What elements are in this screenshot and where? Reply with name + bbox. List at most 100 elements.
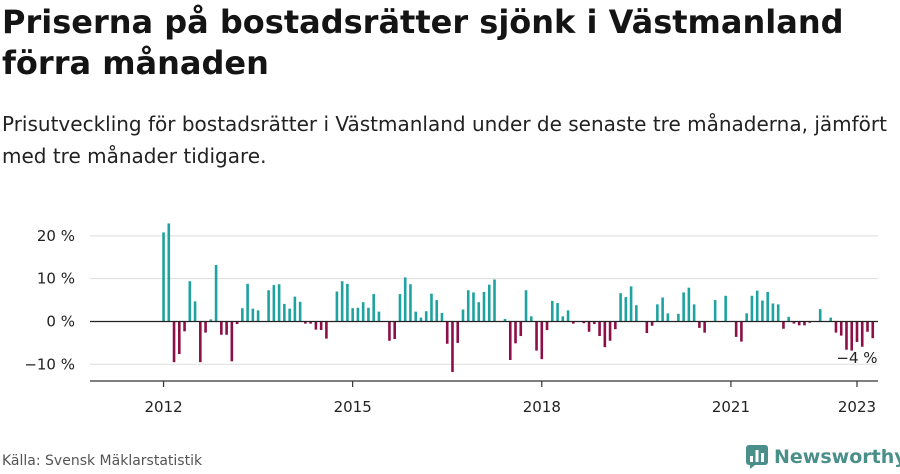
- bar: [466, 290, 470, 322]
- bar: [456, 321, 460, 343]
- bar: [724, 295, 727, 322]
- bar: [656, 304, 659, 322]
- bar-chart: 20 % 10 % 0 % −10 % 2012 2015 2018 2021 2023 −4 %: [24, 223, 878, 416]
- bar: [361, 302, 365, 322]
- bar: [251, 308, 255, 322]
- bar: [403, 277, 407, 322]
- bar: [614, 321, 617, 330]
- bar: [572, 321, 575, 324]
- bar: [209, 319, 213, 322]
- bar: [304, 321, 307, 324]
- bar: [619, 293, 622, 322]
- bar: [782, 321, 785, 329]
- bar: [309, 321, 312, 324]
- bar: [283, 303, 286, 322]
- bar: [745, 313, 748, 322]
- x-tick-label: 2015: [334, 398, 372, 416]
- bar: [850, 321, 854, 351]
- bar: [372, 294, 375, 322]
- bar: [834, 321, 838, 333]
- bar: [687, 287, 691, 322]
- bar: [172, 321, 176, 363]
- bar: [603, 321, 607, 348]
- bar: [629, 286, 633, 322]
- bar: [829, 317, 833, 322]
- bar: [776, 304, 780, 322]
- bar: [803, 321, 806, 326]
- bar: [860, 321, 864, 347]
- bar: [624, 297, 628, 322]
- bar: [188, 281, 192, 322]
- bar: [235, 321, 239, 325]
- bar: [593, 321, 596, 325]
- chart-subtitle: Prisutveckling för bostadsrätter i Västm…: [2, 112, 887, 168]
- bar: [246, 283, 249, 322]
- bar: [550, 300, 554, 322]
- bar: [519, 321, 523, 337]
- bars: [162, 223, 875, 373]
- grid-lines: [90, 235, 878, 365]
- bar: [871, 321, 875, 339]
- bar: [508, 321, 512, 361]
- bar: [566, 310, 570, 322]
- bar: [713, 300, 717, 322]
- bar: [277, 284, 281, 322]
- bar: [608, 321, 612, 341]
- bar: [661, 297, 664, 322]
- bar: [493, 279, 496, 322]
- bar: [755, 290, 759, 322]
- bar: [220, 321, 223, 335]
- bar: [482, 291, 486, 322]
- bar: [162, 232, 165, 322]
- source-text: Källa: Svensk Mäklarstatistik: [2, 453, 203, 469]
- bar: [230, 321, 234, 362]
- y-tick-label: −10 %: [24, 355, 75, 373]
- bar: [424, 311, 428, 322]
- bar: [351, 308, 354, 322]
- bar: [797, 321, 801, 326]
- bar: [377, 311, 381, 322]
- bar: [771, 303, 775, 322]
- bar: [635, 305, 638, 322]
- bar: [487, 284, 491, 322]
- bar: [556, 303, 559, 322]
- tick-labels: 20 % 10 % 0 % −10 % 2012 2015 2018 2021 2023 −4 %: [24, 227, 877, 416]
- bar: [178, 321, 181, 355]
- bar: [766, 291, 769, 322]
- bar: [535, 321, 538, 351]
- bar: [740, 321, 743, 342]
- bar: [430, 293, 433, 322]
- bar: [225, 321, 228, 335]
- bar: [698, 321, 701, 328]
- chart-title: Priserna på bostadsrätter sjönk i Västma…: [2, 3, 844, 82]
- bar: [267, 290, 270, 322]
- bar: [524, 290, 528, 322]
- bar: [435, 300, 439, 322]
- x-tick-label: 2012: [144, 398, 182, 416]
- bar: [419, 317, 423, 322]
- bar: [808, 321, 812, 323]
- bar: [272, 285, 276, 322]
- bar: [319, 321, 323, 331]
- bar: [288, 308, 291, 322]
- bar: [293, 296, 297, 322]
- bar: [845, 321, 848, 350]
- bar: [792, 321, 796, 324]
- bar: [477, 302, 481, 322]
- bar: [750, 295, 754, 322]
- bar: [503, 318, 507, 322]
- y-tick-label: 0 %: [46, 312, 75, 330]
- bar: [298, 301, 302, 322]
- bar: [199, 321, 202, 363]
- bar: [855, 321, 859, 343]
- bar: [587, 321, 591, 332]
- bar: [866, 321, 869, 332]
- bar: [461, 309, 465, 322]
- bar: [367, 307, 370, 322]
- bar: [582, 321, 586, 324]
- bar: [545, 321, 549, 331]
- bar: [839, 321, 843, 336]
- bar: [214, 264, 218, 322]
- bar: [650, 321, 654, 326]
- bar: [314, 321, 318, 330]
